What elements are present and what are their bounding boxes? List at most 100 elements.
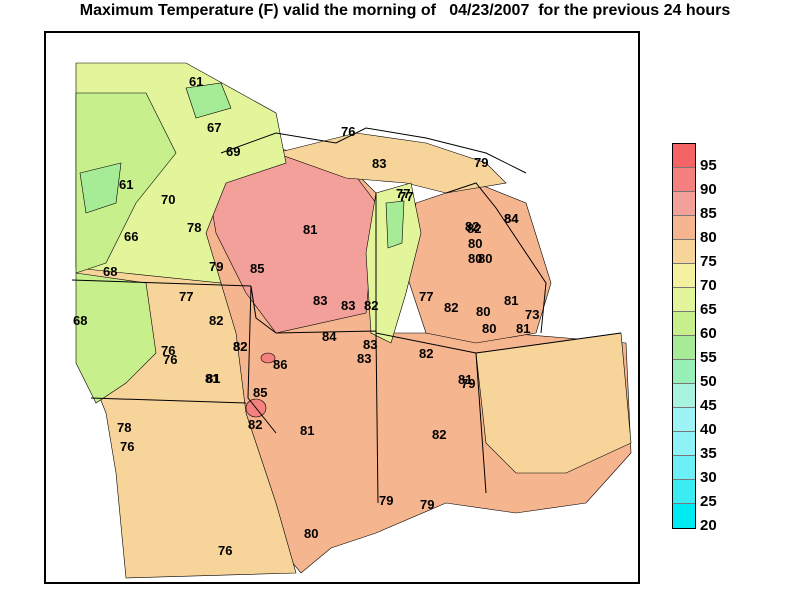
- station-value: 83: [357, 351, 371, 366]
- legend-swatch: [673, 456, 695, 480]
- legend-swatch: [673, 288, 695, 312]
- station-value: 70: [161, 192, 175, 207]
- legend-swatch: [673, 240, 695, 264]
- legend-label: 85: [700, 205, 717, 222]
- legend-swatch: [673, 408, 695, 432]
- station-value: 79: [461, 376, 475, 391]
- station-value: 77: [396, 186, 410, 201]
- station-value: 80: [304, 526, 318, 541]
- station-value: 77: [179, 289, 193, 304]
- station-value: 78: [117, 420, 131, 435]
- legend-label: 20: [700, 517, 717, 534]
- station-value: 82: [248, 417, 262, 432]
- station-value: 80: [476, 304, 490, 319]
- station-value: 76: [341, 124, 355, 139]
- legend-swatch: [673, 480, 695, 504]
- legend-swatch: [673, 264, 695, 288]
- region-lake-michigan-cold: [385, 200, 405, 249]
- station-value: 82: [233, 339, 247, 354]
- legend-label: 35: [700, 445, 717, 462]
- state-boundaries: [71, 193, 622, 504]
- legend-swatch: [673, 144, 695, 168]
- legend-swatch: [673, 504, 695, 528]
- station-value: 76: [218, 543, 232, 558]
- hotspot-illinois-north: [260, 352, 276, 364]
- station-value: 79: [474, 155, 488, 170]
- legend-label: 60: [700, 325, 717, 342]
- station-value: 85: [250, 261, 264, 276]
- legend-color-bar: [672, 143, 696, 529]
- station-value: 83: [313, 293, 327, 308]
- station-value: 79: [379, 493, 393, 508]
- map-title: Maximum Temperature (F) valid the mornin…: [79, 2, 731, 19]
- lake-superior-shore: [220, 127, 527, 174]
- station-value: 77: [399, 189, 413, 204]
- legend-swatch: [673, 192, 695, 216]
- legend-swatch: [673, 336, 695, 360]
- region-western-70: [75, 272, 157, 404]
- region-minnesota-55: [79, 162, 122, 214]
- station-value: 78: [187, 220, 201, 235]
- station-value: 77: [419, 289, 433, 304]
- legend-label: 45: [700, 397, 717, 414]
- station-value: 82: [432, 427, 446, 442]
- map-panel: 61 67 69 61 70 66 68 68 78 79 85 77 82 76 76 81 82 86 82 85…: [44, 31, 640, 584]
- station-value: 66: [124, 229, 138, 244]
- station-value: 68: [73, 313, 87, 328]
- legend-label: 95: [700, 157, 717, 174]
- station-value: 76: [163, 352, 177, 367]
- legend-swatch: [673, 312, 695, 336]
- station-value: 81: [458, 372, 472, 387]
- legend-label: 55: [700, 349, 717, 366]
- station-value: 85: [253, 385, 267, 400]
- station-value: 61: [119, 177, 133, 192]
- station-value: 79: [420, 497, 434, 512]
- station-value: 81: [300, 423, 314, 438]
- station-value: 80: [482, 321, 496, 336]
- station-value: 80: [468, 236, 482, 251]
- legend-label: 80: [700, 229, 717, 246]
- station-value: 76: [161, 343, 175, 358]
- station-value: 68: [103, 264, 117, 279]
- station-value: 81: [504, 293, 518, 308]
- station-value: 84: [504, 211, 519, 226]
- station-value: 61: [189, 74, 203, 89]
- station-value: 81: [205, 371, 219, 386]
- station-value: 83: [363, 337, 377, 352]
- station-value: 84: [504, 211, 519, 226]
- legend-swatch: [673, 432, 695, 456]
- legend-swatch: [673, 216, 695, 240]
- legend-swatch: [673, 360, 695, 384]
- station-value: 84: [322, 329, 337, 344]
- station-value: 82: [467, 221, 481, 236]
- station-value: 82: [209, 313, 223, 328]
- region-ohio: [475, 332, 632, 474]
- station-value: 79: [209, 259, 223, 274]
- station-value: 82: [419, 346, 433, 361]
- lake-huron-shore: [445, 182, 547, 334]
- region-arrowhead-60: [185, 82, 232, 119]
- station-value: 80: [478, 251, 492, 266]
- legend-swatch: [673, 384, 695, 408]
- station-value: 80: [468, 251, 482, 266]
- legend-label: 40: [700, 421, 717, 438]
- station-value: 83: [372, 156, 386, 171]
- station-value: 82: [465, 219, 479, 234]
- legend-label: 70: [700, 277, 717, 294]
- station-value: 82: [364, 298, 378, 313]
- legend-swatch: [673, 168, 695, 192]
- station-value: 81: [206, 371, 220, 386]
- station-value: 82: [233, 339, 247, 354]
- station-value: 76: [120, 439, 134, 454]
- legend-label: 30: [700, 469, 717, 486]
- station-value: 86: [273, 357, 287, 372]
- region-lower-michigan: [405, 182, 552, 344]
- legend-label: 90: [700, 181, 717, 198]
- station-value: 82: [444, 300, 458, 315]
- legend-label: 65: [700, 301, 717, 318]
- region-upper-michigan: [274, 132, 507, 194]
- legend-label: 25: [700, 493, 717, 510]
- station-value: 73: [525, 307, 539, 322]
